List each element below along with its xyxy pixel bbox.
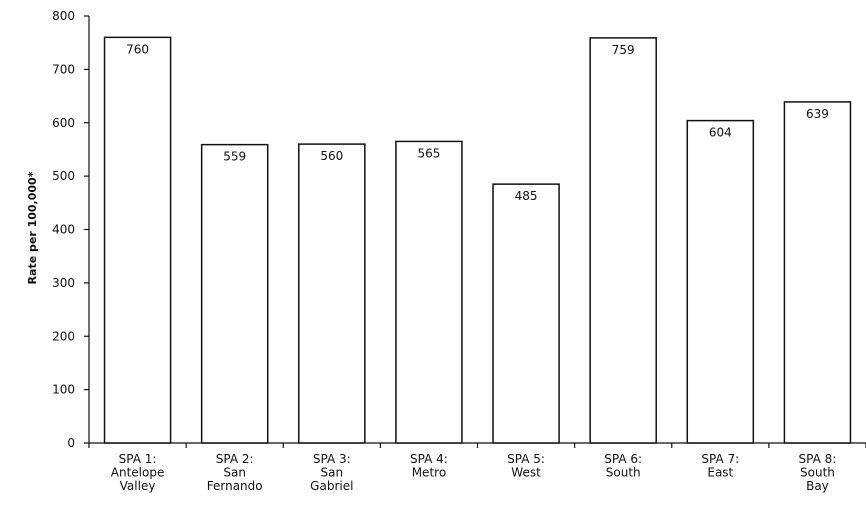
- category-label-line: SPA 1:: [119, 452, 157, 466]
- category-label-line: SPA 3:: [313, 452, 351, 466]
- category-label-line: SPA 4:: [410, 452, 448, 466]
- category-label-3: SPA 3: San Gabriel: [310, 452, 353, 493]
- data-label-6: 759: [612, 43, 635, 57]
- y-tick-label: 300: [52, 276, 75, 290]
- category-label-line: Gabriel: [310, 479, 353, 493]
- data-label-3: 560: [320, 149, 343, 163]
- category-label-line: East: [707, 466, 733, 480]
- y-tick-label: 800: [52, 9, 75, 23]
- y-tick-label: 700: [52, 62, 75, 76]
- bars-group: [103, 36, 852, 444]
- category-label-6: SPA 6: South: [604, 452, 642, 480]
- y-tick-label: 0: [67, 436, 75, 450]
- y-tick-label: 200: [52, 329, 75, 343]
- data-label-5: 485: [515, 189, 538, 203]
- bar-7: [686, 119, 755, 444]
- y-tick-label: 100: [52, 383, 75, 397]
- category-label-line: San: [223, 466, 246, 480]
- bar-3: [298, 143, 366, 444]
- bar-2: [200, 143, 269, 444]
- category-label-line: SPA 7:: [701, 452, 739, 466]
- data-labels-group: 760 559 560 565 485 759 604 639: [126, 42, 829, 203]
- y-axis-title: Rate per 100,000*: [26, 171, 39, 284]
- category-label-5: SPA 5: West: [507, 452, 545, 480]
- category-label-line: South: [800, 466, 835, 480]
- bar-4: [395, 140, 463, 444]
- category-label-line: SPA 8:: [799, 452, 837, 466]
- bar-1: [103, 36, 172, 444]
- category-label-4: SPA 4: Metro: [410, 452, 448, 480]
- category-label-1: SPA 1: Antelope Valley: [111, 452, 165, 493]
- bar-6: [589, 37, 657, 444]
- category-label-line: San: [321, 466, 344, 480]
- category-label-line: SPA 2:: [216, 452, 254, 466]
- category-label-line: Fernando: [207, 479, 263, 493]
- y-axis: 0 100 200 300 400 500 600 700 800: [52, 9, 90, 450]
- category-label-8: SPA 8: South Bay: [799, 452, 837, 493]
- category-label-2: SPA 2: San Fernando: [207, 452, 263, 493]
- y-tick-label: 500: [52, 169, 75, 183]
- category-label-line: West: [511, 466, 541, 480]
- data-label-4: 565: [417, 146, 440, 160]
- category-label-line: South: [606, 466, 641, 480]
- data-label-2: 559: [223, 150, 246, 164]
- y-tick-label: 400: [52, 223, 75, 237]
- category-label-line: SPA 6:: [604, 452, 642, 466]
- category-label-line: Valley: [120, 479, 156, 493]
- category-label-line: SPA 5:: [507, 452, 545, 466]
- data-label-7: 604: [709, 126, 732, 140]
- y-tick-label: 600: [52, 116, 75, 130]
- bar-5: [492, 183, 560, 444]
- data-label-1: 760: [126, 42, 149, 56]
- category-label-line: Antelope: [111, 466, 165, 480]
- bar-8: [783, 101, 852, 444]
- category-label-line: Bay: [806, 479, 829, 493]
- category-label-7: SPA 7: East: [701, 452, 739, 480]
- category-label-line: Metro: [412, 466, 446, 480]
- data-label-8: 639: [806, 107, 829, 121]
